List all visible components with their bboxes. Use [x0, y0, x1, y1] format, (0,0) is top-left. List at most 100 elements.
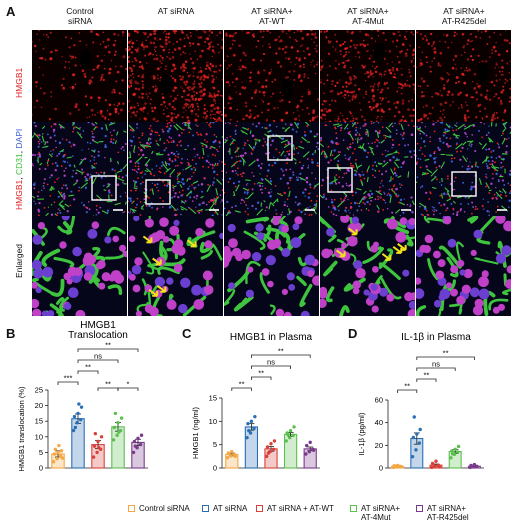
legend-item: AT siRNA + AT-WT: [256, 504, 334, 513]
column-header: AT siRNA+ AT-WT: [251, 6, 293, 26]
y-tick-label: 5: [213, 440, 217, 449]
data-point: [71, 428, 76, 433]
y-tick-label: 5: [39, 448, 43, 457]
data-point: [95, 450, 99, 455]
significance-label: **: [443, 349, 449, 358]
data-point: [449, 456, 453, 460]
data-point: [132, 439, 137, 444]
data-point: [433, 464, 437, 468]
data-point: [253, 414, 257, 419]
significance-bracket: [416, 356, 475, 360]
arrow-icon: [336, 249, 346, 258]
significance-bracket: [77, 370, 99, 374]
legend-swatch: [202, 505, 209, 512]
data-point: [249, 419, 254, 424]
data-point: [434, 459, 438, 463]
significance-bracket: [231, 387, 252, 391]
significance-label: **: [105, 341, 111, 350]
data-point: [76, 411, 80, 416]
row-label-merge: HMGB1, CD31, DAPI: [14, 128, 24, 210]
y-tick-label: 60: [375, 396, 383, 405]
data-point: [308, 440, 312, 445]
data-point: [131, 450, 136, 455]
data-point: [111, 438, 116, 442]
bar: [71, 418, 85, 469]
y-tick-label: 0: [39, 464, 43, 473]
micrograph-merge: [416, 122, 511, 216]
data-point: [93, 431, 98, 436]
arrow-icon: [392, 246, 403, 254]
y-tick-label: 0: [379, 464, 383, 473]
data-point: [51, 460, 56, 464]
y-axis-label: HMGB1 (ng/ml): [191, 406, 200, 459]
data-point: [304, 452, 308, 456]
data-point: [139, 433, 144, 437]
data-point: [225, 456, 230, 460]
data-point: [112, 425, 117, 430]
data-point: [286, 432, 290, 437]
data-point: [73, 425, 78, 430]
significance-label: ns: [267, 358, 275, 367]
legend-item: AT siRNA+ AT-R425del: [416, 504, 469, 522]
micrograph-hmgb1: [416, 30, 511, 122]
row-label-hmgb1: HMGB1: [14, 67, 24, 98]
significance-label: **: [239, 380, 245, 389]
arrow-icon: [152, 257, 162, 266]
legend-swatch: [416, 505, 423, 512]
data-point: [233, 454, 237, 459]
data-point: [430, 461, 435, 466]
significance-label: **: [258, 369, 264, 378]
data-point: [288, 435, 292, 440]
data-point: [59, 449, 64, 453]
micrograph-enlarged: [224, 216, 319, 316]
data-point: [116, 421, 120, 425]
chart-title: HMGB1 in Plasma: [230, 332, 313, 343]
row-label-enlarged: Enlarged: [14, 243, 24, 278]
micrograph-enlarged: [32, 216, 127, 316]
data-point: [57, 443, 61, 448]
data-point: [450, 449, 454, 453]
y-tick-label: 25: [35, 386, 43, 395]
micrograph-merge: [32, 122, 127, 216]
y-axis-label: IL-1β (pg/ml): [357, 412, 366, 455]
data-point: [265, 445, 270, 449]
y-tick-label: 10: [35, 432, 43, 441]
panel-label-d: D: [348, 326, 358, 341]
micrograph-merge: [224, 122, 319, 216]
data-point: [472, 462, 477, 467]
data-point: [456, 444, 461, 449]
y-axis-label: HMGB1 translocation (%): [17, 386, 26, 472]
arrow-icon: [186, 239, 197, 248]
chart-title: HMGB1: [80, 320, 116, 331]
data-point: [418, 427, 422, 432]
legend-item: Control siRNA: [128, 504, 190, 513]
data-point: [60, 456, 65, 460]
data-point: [392, 464, 396, 468]
data-point: [417, 441, 422, 445]
chart-title: Translocation: [68, 330, 128, 341]
data-point: [292, 425, 296, 429]
significance-label: **: [423, 371, 429, 380]
data-point: [415, 432, 419, 436]
y-tick-label: 0: [213, 464, 217, 473]
panel-label-b: B: [6, 326, 16, 341]
legend-swatch: [128, 505, 135, 512]
data-point: [437, 465, 442, 469]
legend-item: AT siRNA+ AT-4Mut: [350, 504, 400, 522]
significance-bracket: [251, 376, 272, 380]
data-point: [246, 421, 250, 426]
data-point: [305, 443, 309, 448]
data-point: [72, 414, 77, 419]
data-point: [56, 450, 60, 455]
data-point: [55, 456, 59, 461]
micrograph-merge: [128, 122, 223, 216]
data-point: [99, 435, 104, 439]
legend-swatch: [256, 505, 263, 512]
data-point: [52, 452, 57, 456]
data-point: [97, 446, 101, 450]
data-point: [307, 449, 312, 454]
data-point: [252, 426, 256, 431]
chart-title: IL-1β in Plasma: [401, 332, 471, 343]
micrograph-hmgb1: [320, 30, 415, 122]
